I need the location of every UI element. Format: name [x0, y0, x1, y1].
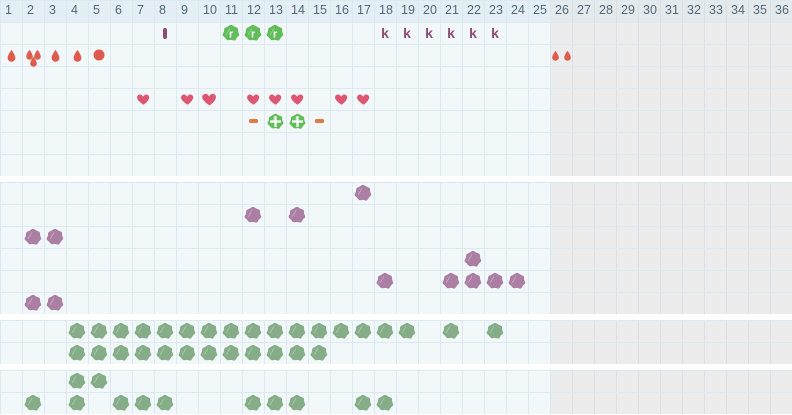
- svg-text:r: r: [251, 28, 255, 40]
- svg-text:r: r: [229, 28, 233, 40]
- svg-text:r: r: [273, 28, 277, 40]
